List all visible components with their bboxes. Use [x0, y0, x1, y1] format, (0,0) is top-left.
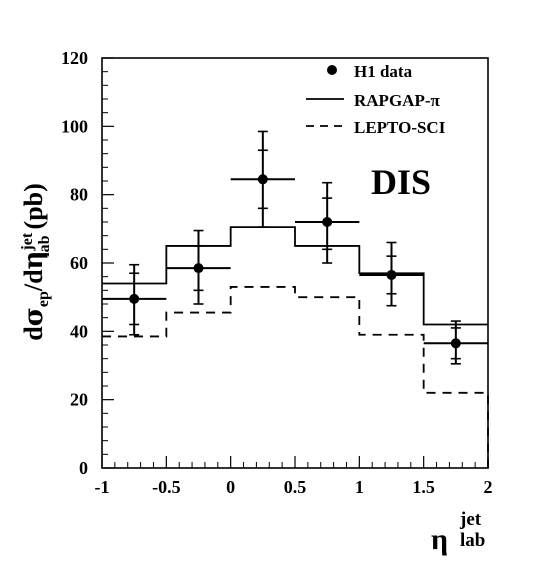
- y-axis-title: dσep/dηjetlab (pb): [19, 183, 53, 341]
- x-tick-label: 0: [226, 477, 235, 497]
- x-tick-label: 1: [355, 477, 364, 497]
- data-marker: [129, 293, 140, 304]
- x-axis-title-jet: jet: [459, 509, 482, 530]
- data-point: [230, 130, 295, 228]
- y-title-sub-ep: ep: [35, 291, 52, 307]
- data-marker: [257, 174, 268, 185]
- data-point: [166, 229, 231, 305]
- y-tick-label: 0: [79, 458, 88, 478]
- x-axis-title-eta: η: [431, 523, 448, 556]
- histograms: [102, 226, 489, 468]
- data-point: [102, 263, 167, 336]
- data-point: [295, 181, 360, 264]
- y-tick-label: 40: [70, 321, 88, 341]
- data-marker: [193, 263, 204, 274]
- data-marker: [386, 269, 397, 280]
- x-tick-label: -1: [95, 477, 110, 497]
- y-tick-labels: 0 20 40 60 80 100 120: [61, 48, 88, 478]
- legend-data-label: H1 data: [354, 62, 413, 81]
- y-title-unit: (pb): [19, 183, 48, 229]
- y-title-mid: /d: [19, 269, 48, 292]
- y-tick-label: 100: [61, 116, 88, 136]
- legend-rapgap-label: RAPGAP-π: [354, 91, 440, 110]
- y-title-sigma: σ: [19, 307, 49, 326]
- y-title-d: d: [19, 326, 48, 341]
- y-title-sub-lab: lab: [36, 235, 53, 256]
- data-point: [423, 320, 488, 365]
- legend-data-marker: [327, 65, 337, 75]
- rapgap-histogram: [102, 226, 488, 326]
- x-tick-label: 2: [484, 477, 493, 497]
- y-tick-label: 20: [70, 390, 88, 410]
- y-title-eta: η: [19, 251, 49, 270]
- data-marker: [450, 338, 461, 349]
- x-tick-labels: -1 -0.5 0 0.5 1 1.5 2: [95, 477, 493, 497]
- data-points: [102, 130, 488, 365]
- legend: H1 data RAPGAP-π LEPTO-SCI: [306, 62, 446, 137]
- y-tick-label: 60: [70, 253, 88, 273]
- axis-ticks: [101, 57, 489, 469]
- data-point: [359, 241, 424, 307]
- x-tick-label: 0.5: [284, 477, 307, 497]
- x-axis-title-lab: lab: [460, 530, 485, 551]
- lepto-sci-histogram: [102, 286, 489, 468]
- legend-lepto-label: LEPTO-SCI: [354, 118, 446, 137]
- data-marker: [322, 217, 333, 227]
- y-title-sup-jet: jet: [19, 232, 36, 251]
- y-tick-label: 120: [61, 48, 88, 68]
- y-tick-label: 80: [70, 185, 88, 205]
- dis-annotation: DIS: [371, 162, 431, 202]
- x-tick-label: 1.5: [412, 477, 435, 497]
- x-tick-label: -0.5: [152, 477, 181, 497]
